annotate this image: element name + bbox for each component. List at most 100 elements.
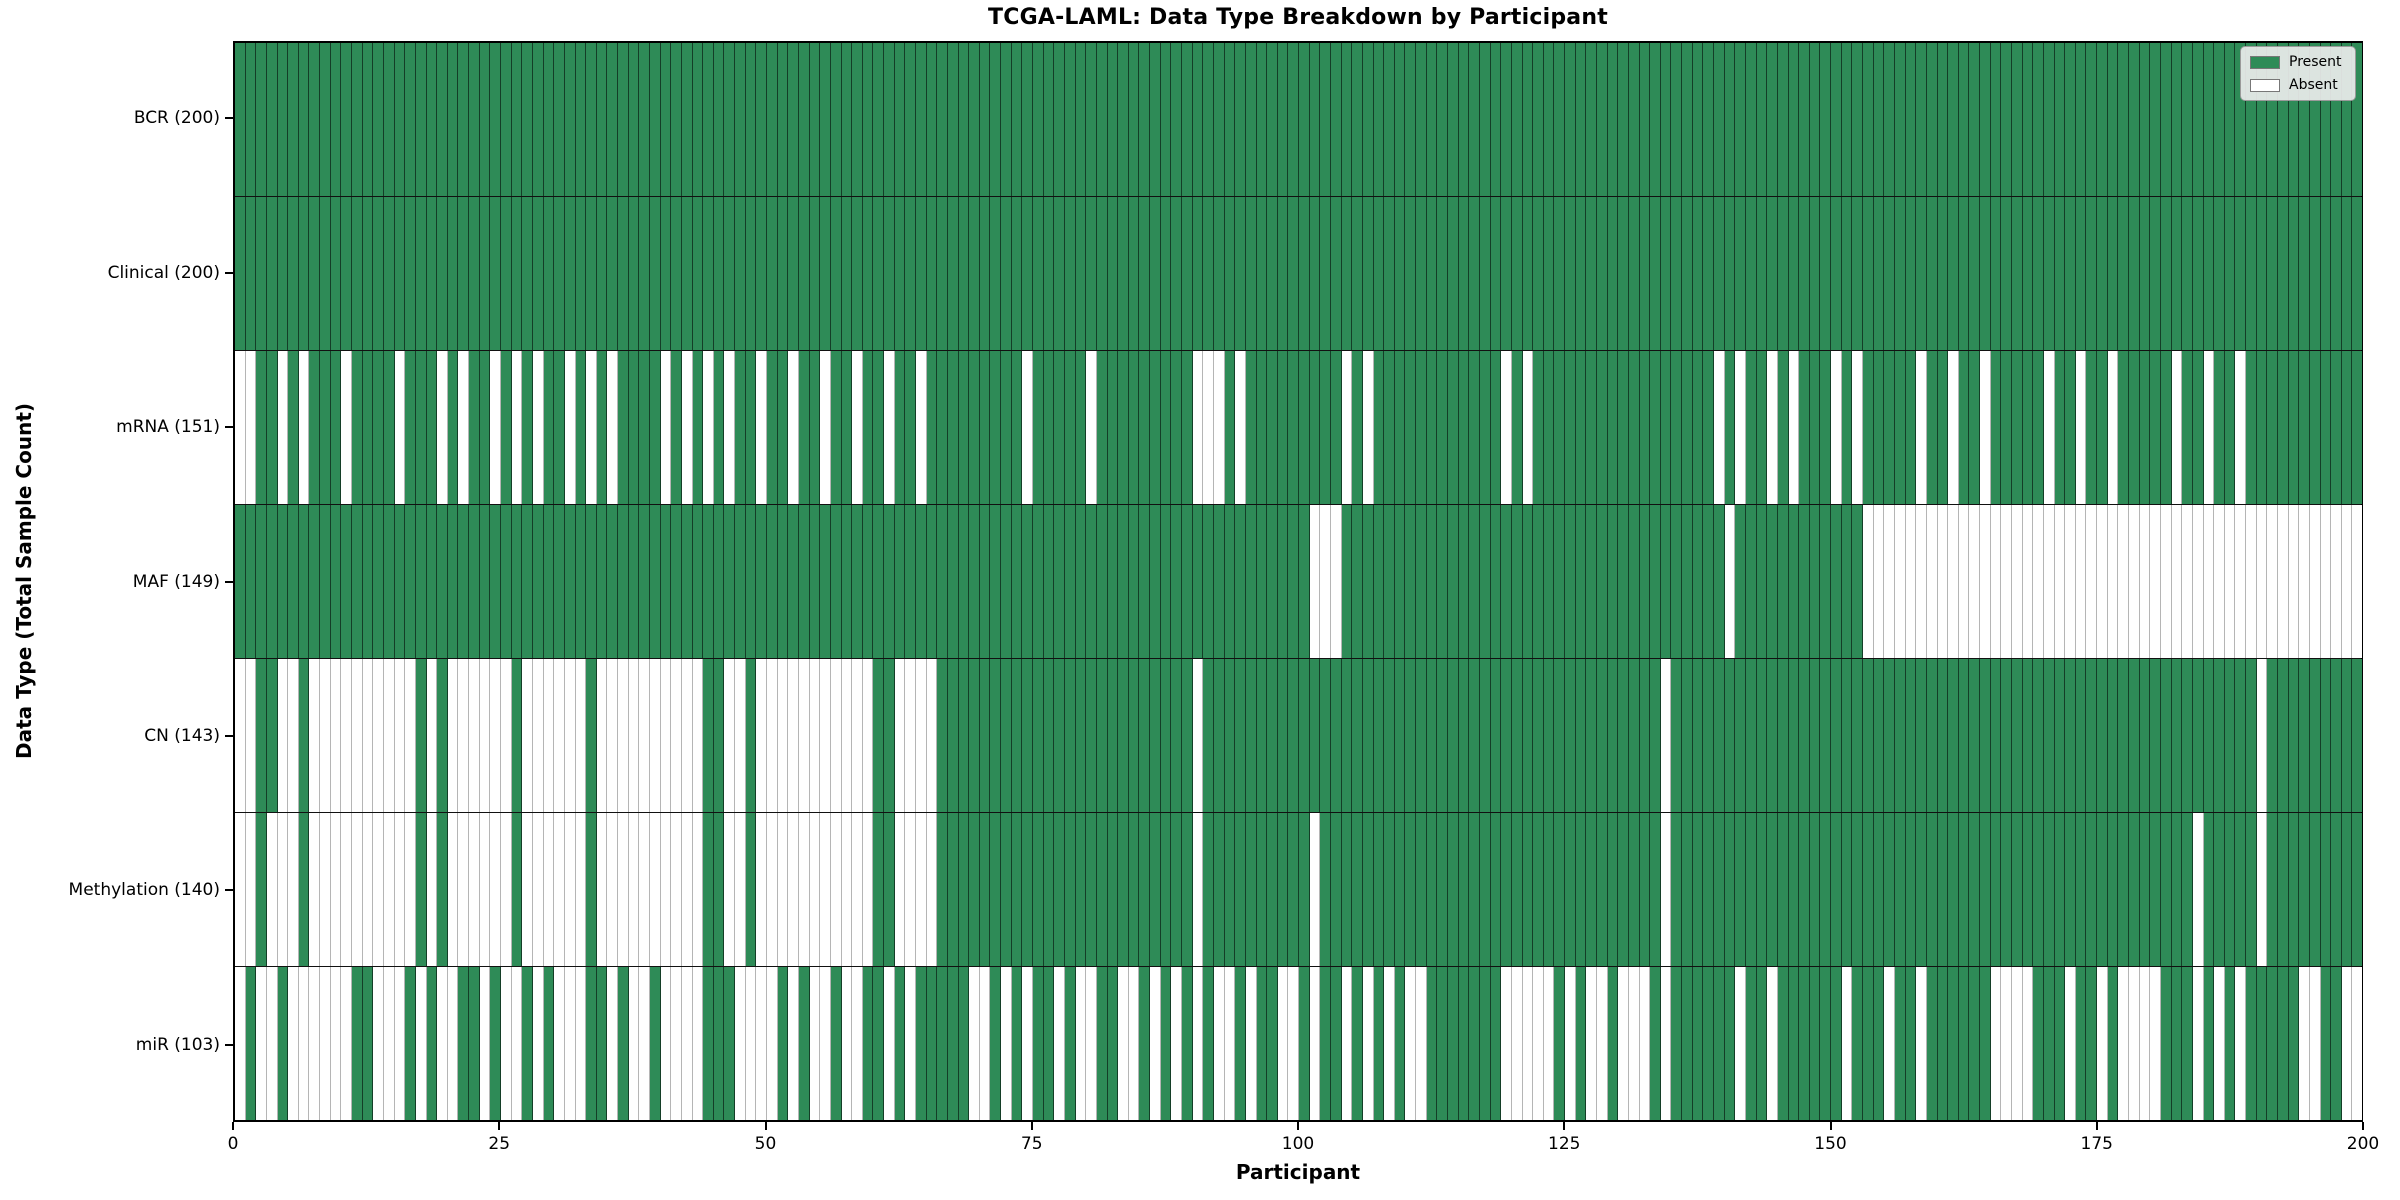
heatmap-cell <box>426 813 438 966</box>
heatmap-cell <box>1724 351 1736 504</box>
heatmap-cell <box>2192 351 2204 504</box>
heatmap-cell <box>1543 43 1555 196</box>
heatmap-cell <box>383 813 395 966</box>
heatmap-cell <box>437 43 448 196</box>
heatmap-cell <box>649 813 661 966</box>
heatmap-cell <box>1767 505 1778 658</box>
heatmap-cell <box>447 351 459 504</box>
heatmap-cell <box>916 659 927 812</box>
heatmap-cell <box>958 813 970 966</box>
heatmap-cell <box>1841 967 1853 1120</box>
heatmap-cell <box>841 197 853 350</box>
heatmap-cell <box>1511 967 1523 1120</box>
heatmap-cell <box>1597 197 1608 350</box>
heatmap-cell <box>469 659 480 812</box>
heatmap-cell <box>2235 505 2247 658</box>
heatmap-cell <box>1394 505 1406 658</box>
legend-label: Absent <box>2289 77 2338 93</box>
heatmap-cell <box>1565 813 1576 966</box>
heatmap-cell <box>2033 351 2044 504</box>
heatmap-cell <box>926 659 938 812</box>
heatmap-cell <box>564 43 576 196</box>
heatmap-cell <box>554 43 565 196</box>
y-tick-mark <box>225 271 233 274</box>
heatmap-cell <box>1511 43 1523 196</box>
heatmap-cell <box>1809 351 1821 504</box>
heatmap-cell <box>1980 659 1991 812</box>
heatmap-cell <box>266 197 278 350</box>
heatmap-cell <box>1075 505 1087 658</box>
heatmap-cell <box>2107 351 2119 504</box>
heatmap-cell <box>2246 43 2257 196</box>
heatmap-cell <box>1948 197 1959 350</box>
heatmap-cell <box>437 351 448 504</box>
heatmap-cell <box>479 197 491 350</box>
heatmap-cell <box>1490 659 1502 812</box>
heatmap-cell <box>288 197 299 350</box>
heatmap-cell <box>2107 43 2119 196</box>
heatmap-cell <box>2288 43 2300 196</box>
heatmap-cell <box>1799 351 1810 504</box>
heatmap-cell <box>1841 43 1853 196</box>
heatmap-cell <box>1022 967 1034 1120</box>
heatmap-cell <box>1064 813 1076 966</box>
heatmap-cell <box>2278 197 2289 350</box>
heatmap-cell <box>1011 813 1023 966</box>
heatmap-cell <box>1639 659 1651 812</box>
heatmap-cell <box>1799 659 1810 812</box>
heatmap-cell <box>501 197 512 350</box>
heatmap-cell <box>1033 197 1044 350</box>
heatmap-cell <box>298 659 310 812</box>
heatmap-cell <box>2118 197 2130 350</box>
heatmap-cell <box>277 967 289 1120</box>
heatmap-cell <box>1011 43 1023 196</box>
heatmap-cell <box>777 659 789 812</box>
heatmap-cell <box>1767 197 1778 350</box>
heatmap-cell <box>916 967 927 1120</box>
heatmap-cell <box>2011 197 2023 350</box>
heatmap-cell <box>1086 813 1097 966</box>
heatmap-cell <box>2107 967 2119 1120</box>
heatmap-cell <box>1714 813 1725 966</box>
heatmap-cell <box>1416 659 1427 812</box>
heatmap-cell <box>2139 505 2151 658</box>
heatmap-cell <box>1213 197 1225 350</box>
x-tick-mark <box>498 1122 501 1130</box>
heatmap-cell <box>2075 43 2087 196</box>
heatmap-cell <box>1990 967 2002 1120</box>
y-tick-label-Clinical: Clinical (200) <box>107 262 220 283</box>
heatmap-cell <box>288 967 299 1120</box>
heatmap-cell <box>1628 197 1640 350</box>
heatmap-cell <box>245 967 257 1120</box>
heatmap-cell <box>2182 505 2193 658</box>
heatmap-cell <box>2309 659 2321 812</box>
x-tick-mark <box>764 1122 767 1130</box>
heatmap-cell <box>235 197 246 350</box>
heatmap-cell <box>681 197 693 350</box>
heatmap-cell <box>1171 967 1183 1120</box>
heatmap-cell <box>1330 43 1342 196</box>
heatmap-cell <box>1288 351 1300 504</box>
heatmap-cell <box>1330 967 1342 1120</box>
heatmap-cell <box>1618 43 1629 196</box>
heatmap-cell <box>990 351 1002 504</box>
heatmap-cell <box>1448 813 1459 966</box>
heatmap-cell <box>969 967 980 1120</box>
heatmap-cell <box>1086 351 1097 504</box>
heatmap-cell <box>394 967 406 1120</box>
heatmap-cell <box>330 813 342 966</box>
x-tick-label-125: 125 <box>1548 1134 1581 1154</box>
heatmap-cell <box>788 967 799 1120</box>
heatmap-cell <box>256 197 267 350</box>
heatmap-cell <box>1128 351 1140 504</box>
heatmap-cell <box>2246 351 2257 504</box>
heatmap-cell <box>2097 813 2108 966</box>
heatmap-cell <box>1299 659 1310 812</box>
heatmap-cell <box>1458 505 1470 658</box>
heatmap-cell <box>649 197 661 350</box>
heatmap-cell <box>501 351 512 504</box>
heatmap-cell <box>437 813 448 966</box>
heatmap-cell <box>596 351 608 504</box>
heatmap-cell <box>1128 43 1140 196</box>
heatmap-cell <box>2278 967 2289 1120</box>
